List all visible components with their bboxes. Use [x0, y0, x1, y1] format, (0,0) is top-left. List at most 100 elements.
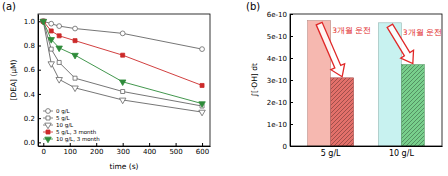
- tick-label: 1e-10: [267, 121, 287, 129]
- series-line: [43, 21, 202, 112]
- legend-marker: [45, 123, 51, 129]
- axis-line: [39, 146, 211, 147]
- tick-label: 4e-10: [267, 55, 287, 63]
- tick-label: 500: [169, 148, 182, 156]
- marker: [57, 60, 61, 64]
- tick-label: 400: [143, 148, 156, 156]
- legend-marker: [46, 109, 51, 114]
- tick: 0.2: [24, 115, 41, 123]
- panel-label: (a): [2, 1, 16, 12]
- series-line: [43, 21, 202, 103]
- tick: 300: [116, 143, 129, 156]
- tick: 10 g/L: [389, 146, 414, 158]
- tick: 0: [283, 143, 293, 151]
- figure: 01002003004005006000.00.20.40.60.81.00 g…: [0, 0, 448, 176]
- tick: 100: [64, 143, 77, 156]
- tick: 5e-10: [267, 33, 293, 41]
- tick-mark: [290, 146, 293, 147]
- plot-area: [308, 21, 425, 146]
- tick-label: 2e-10: [267, 99, 287, 107]
- marker: [120, 31, 125, 36]
- marker: [200, 47, 205, 52]
- tick: 2e-10: [267, 99, 293, 107]
- tick-mark: [202, 143, 203, 146]
- tick-label: 6e-10: [267, 11, 287, 19]
- tick: 600: [196, 143, 209, 156]
- annotation: 3개월 운전: [332, 26, 371, 35]
- panel: 01002003004005006000.00.20.40.60.81.00 g…: [2, 1, 211, 171]
- y-axis: 0.0 0.2 0.4 0.6 0.8 1.0: [24, 15, 41, 148]
- tick: 0.8: [24, 42, 41, 50]
- tick-mark: [290, 102, 293, 103]
- tick-mark: [38, 118, 41, 119]
- marker: [200, 83, 204, 87]
- y-axis-title: [DEA] (μM): [9, 59, 18, 100]
- tick: 0.0: [24, 139, 41, 147]
- x-axis: 0 100 200 300 400 500 600: [39, 143, 211, 156]
- legend-marker: [46, 130, 50, 134]
- marker: [49, 29, 53, 33]
- tick-label: 0.8: [24, 42, 35, 50]
- tick-mark: [123, 143, 124, 146]
- tick-label: 0.6: [24, 66, 36, 74]
- tick: 1e-10: [267, 121, 293, 129]
- series-line: [43, 21, 202, 85]
- marker: [121, 90, 125, 94]
- tick: 0: [42, 143, 46, 156]
- tick-mark: [290, 58, 293, 59]
- marker: [72, 53, 78, 59]
- tick-label: 3e-10: [267, 77, 287, 85]
- tick-mark: [149, 143, 150, 146]
- y-axis-title: ∫[·OH] dt: [250, 63, 259, 97]
- tick-mark: [290, 36, 293, 37]
- tick-mark: [38, 45, 41, 46]
- series-line: [43, 21, 202, 106]
- marker: [73, 76, 77, 80]
- x-axis: 5 g/L10 g/L: [291, 146, 443, 158]
- tick-mark: [38, 142, 41, 143]
- panel: 5 g/L10 g/L0 1e-10 2e-10 3e-10 4e-10 5e-10 6e-…: [246, 1, 443, 158]
- marker: [49, 47, 53, 51]
- marker: [48, 38, 54, 44]
- marker: [40, 19, 46, 25]
- tick-mark: [43, 143, 44, 146]
- tick: 400: [143, 143, 156, 156]
- tick-label: 1.0: [24, 18, 35, 26]
- tick: 0.6: [24, 66, 41, 74]
- marker: [119, 98, 125, 104]
- tick: 4e-10: [267, 55, 293, 63]
- x-axis-title: time (s): [109, 162, 138, 171]
- tick-mark: [176, 143, 177, 146]
- annotation: 3개월 운전: [403, 28, 442, 37]
- tick-mark: [38, 94, 41, 95]
- marker: [199, 110, 205, 116]
- marker: [57, 34, 61, 38]
- marker: [119, 80, 125, 86]
- bar: [331, 78, 354, 146]
- legend-marker: [45, 137, 51, 143]
- axis-line: [291, 146, 443, 147]
- tick-mark: [290, 80, 293, 81]
- tick-label: 300: [116, 148, 129, 156]
- plot-area: [40, 19, 205, 116]
- tick-mark: [290, 124, 293, 125]
- tick-label: 100: [64, 148, 77, 156]
- tick: 0.4: [24, 91, 41, 99]
- tick: 3e-10: [267, 77, 293, 85]
- tick-label: 0.2: [24, 115, 35, 123]
- tick-label: 600: [196, 148, 209, 156]
- y-axis: 0 1e-10 2e-10 3e-10 4e-10 5e-10 6e-10: [267, 11, 293, 151]
- marker: [121, 53, 125, 57]
- tick-mark: [70, 143, 71, 146]
- tick-mark: [96, 143, 97, 146]
- tick-label: 200: [90, 148, 103, 156]
- tick-label: 10 g/L: [389, 149, 414, 158]
- axis-line: [38, 15, 39, 147]
- marker: [48, 62, 54, 68]
- tick-mark: [290, 14, 293, 15]
- plot-frame: [290, 14, 442, 146]
- marker: [57, 24, 62, 29]
- tick: 500: [169, 143, 182, 156]
- marker: [56, 78, 62, 84]
- legend-label: 5 g/L, 3 month: [56, 129, 97, 136]
